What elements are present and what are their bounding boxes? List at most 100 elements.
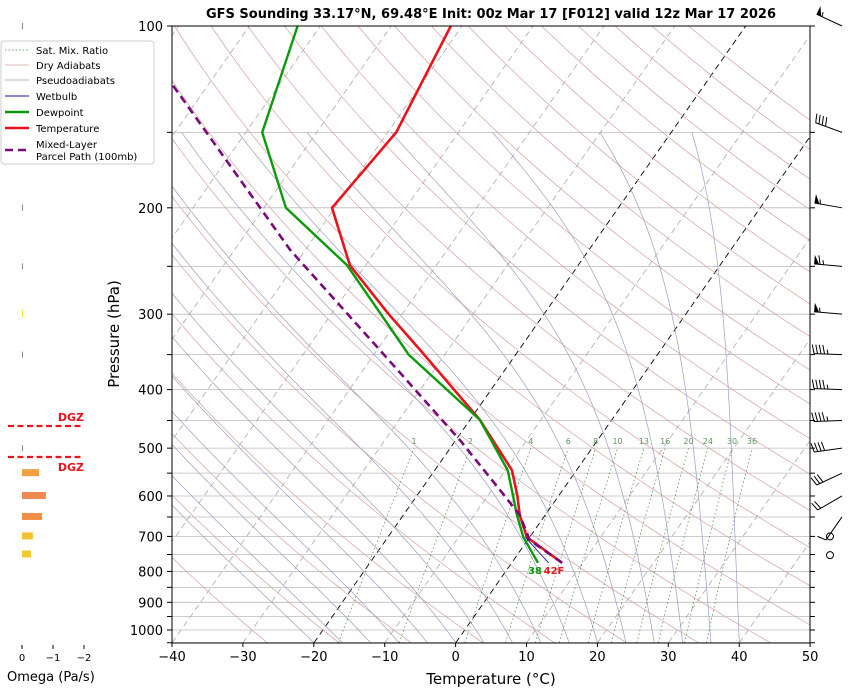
legend: Sat. Mix. Ratio Dry Adiabats Pseudoadiabat… [0,40,155,165]
mixing-ratio-label: 8 [593,437,598,446]
pseudoadiabat [172,292,485,643]
wind-barb-staff [814,447,843,453]
dry-adiabat [174,26,810,587]
wind-barb-full [822,344,826,355]
mixing-ratio-line [657,448,709,643]
profile-lines [172,26,563,564]
pseudoadiabat [181,132,570,643]
wind-barb-full [811,412,815,422]
y-tick-label: 900 [138,596,163,611]
omega-bar [22,204,23,211]
y-tick-label: 800 [138,565,163,580]
wind-barb-staff [816,472,843,486]
wind-barb-half [826,416,829,422]
y-tick-label: 300 [138,308,163,323]
wind-barb-full [821,412,825,422]
legend-label: Temperature [35,124,99,135]
wind-barb-half [818,307,821,313]
wind-barb-full [818,255,821,265]
pseudoadiabat [172,504,315,643]
omega-bar [22,491,46,499]
temperature-line [330,26,563,564]
x-tick-label: 40 [731,650,748,665]
mixing-ratio-label: 1 [412,437,417,446]
wind-barbs [810,6,843,560]
isotherm [172,26,605,643]
wind-barb-half [826,384,829,390]
wind-barb-staff [814,311,843,315]
wind-barb-full [818,114,821,125]
dry-adiabat [172,254,627,643]
dgz-top-label: DGZ [58,411,84,424]
mixing-ratio-line [636,448,689,643]
wind-barb-full [810,477,818,486]
pseudoadiabat [172,444,371,643]
calm-wind-circle [826,551,834,560]
pseudoadiabat [599,132,712,643]
dry-adiabat [172,137,771,643]
dry-adiabat [394,26,810,371]
wind-barb-staff [816,13,843,27]
mixing-ratio-line [684,448,733,643]
wind-barb-staff [814,263,843,267]
wind-barb-full [818,379,822,389]
omega-panel: DGZ DGZ 0 −1 −2 [8,23,91,664]
x-tick-label: 0 [451,650,459,665]
pseudoadiabat [172,410,400,643]
y-tick-label: 700 [138,530,163,545]
plot-frame [171,25,811,644]
mixing-ratio-label: 13 [639,437,649,446]
omega-bar [22,445,23,452]
mixing-ratio-label: 20 [683,437,693,446]
background-lines: 1 2 4 6 8 10 13 16 20 24 30 36 [172,26,810,643]
wind-barb-full [818,412,822,422]
dry-adiabat [172,557,268,643]
dry-adiabat [431,26,810,338]
y-tick-label: 1000 [130,624,163,639]
pseudoadiabat [691,132,740,643]
legend-label: Mixed-Layer [36,140,98,151]
omega-bar [22,550,31,558]
surface-dewpoint-label: 38 [528,566,542,577]
x-tick-label: −40 [158,650,185,665]
omega-tick-label: −2 [77,653,92,664]
y-tick-label: 200 [138,202,163,217]
wind-barb-half [826,349,829,355]
dry-adiabat [541,26,810,241]
pseudoadiabat [172,375,428,643]
surface-temperature-label: 42F [544,566,565,577]
wind-barb-full [815,379,819,389]
x-tick-label: −10 [371,650,398,665]
dry-adiabat [172,313,555,643]
isotherm [739,541,810,643]
axes: 38 42F −40 −30 −20 −10 0 10 20 30 40 50 100 200 300 400… [130,20,818,665]
mixing-ratio-label: 4 [528,437,533,446]
wind-barb-staff [814,202,843,209]
mixing-ratio-line [610,448,666,643]
pseudoadiabat [172,242,513,643]
omega-axis-label: Omega (Pa/s) [7,670,95,685]
isotherm [668,439,810,643]
dewpoint-line [261,26,540,564]
dry-adiabat [688,26,810,121]
y-axis-label: Pressure (hPa) [105,280,123,388]
dry-adiabat [172,195,699,643]
omega-bar [22,263,23,270]
wind-barb-full [820,441,826,451]
dry-adiabat [284,26,810,475]
wind-barb-flag [814,302,820,313]
wind-barb-flag [814,254,820,265]
wind-barb-full [811,344,815,354]
dgz-bottom-label: DGZ [58,461,84,474]
omega-bar [22,351,23,358]
wind-barb-full [817,442,822,452]
dry-adiabat [247,26,810,511]
y-tick-label: 500 [138,442,163,457]
dry-adiabat [467,26,810,305]
isotherm [384,34,810,643]
wind-barb-staff [815,122,843,133]
dry-adiabat [210,26,810,549]
mixing-ratio-label: 30 [727,437,737,446]
mixing-ratio-label: 36 [747,437,757,446]
wind-barb-staff [825,516,843,541]
